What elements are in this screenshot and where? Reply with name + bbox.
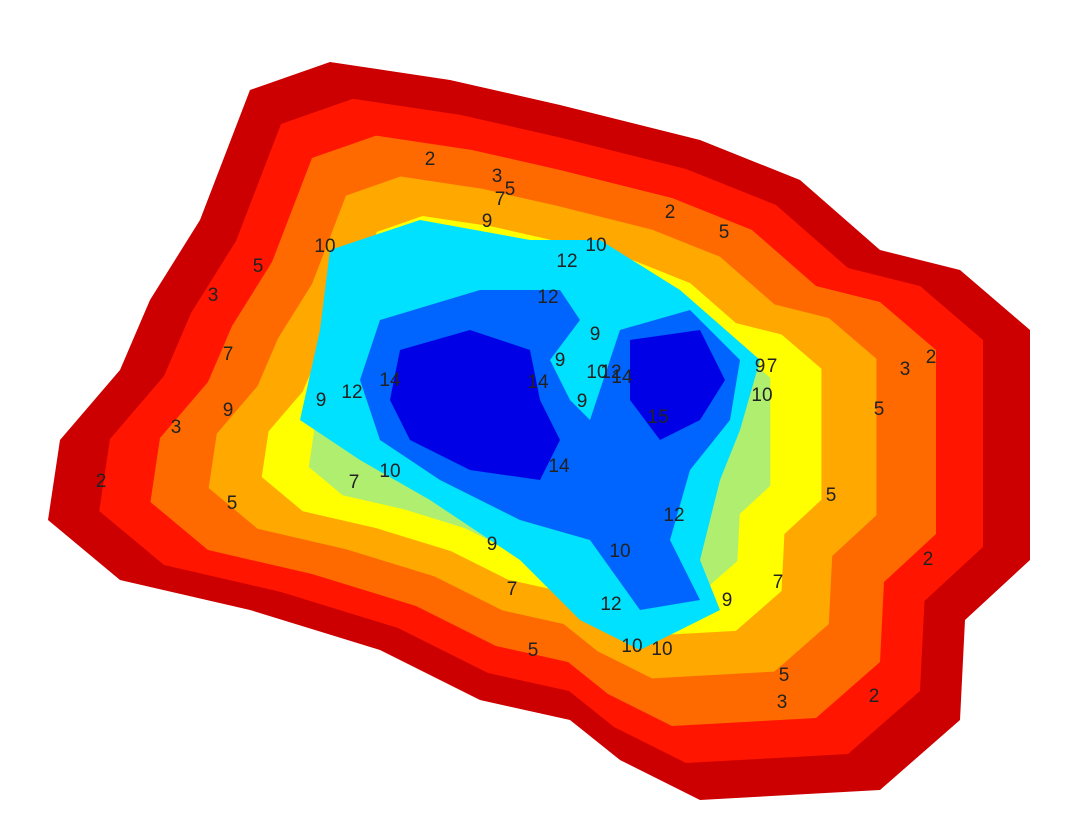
contour-label: 5 [505,179,516,200]
contour-label: 15 [647,407,668,428]
contour-label: 14 [611,367,633,388]
contour-label: 5 [227,493,238,514]
contour-label: 10 [621,636,642,657]
contour-label: 2 [869,686,880,707]
contour-label: 14 [548,456,570,477]
contour-label: 5 [779,665,790,686]
contour-label: 12 [556,251,577,272]
contour-label: 3 [492,166,503,187]
contour-label: 2 [926,347,937,368]
contour-label: 10 [379,461,400,482]
contour-band [390,330,560,480]
contour-label: 7 [223,344,234,365]
contour-label: 2 [923,549,934,570]
contour-label: 3 [171,417,182,438]
contour-label: 10 [751,385,772,406]
contour-label: 5 [874,399,885,420]
contour-label: 5 [528,640,539,661]
contour-label: 9 [223,400,234,421]
contour-label: 10 [585,235,606,256]
contour-label: 10 [609,541,630,562]
contour-label: 7 [773,572,784,593]
contour-label: 9 [590,324,601,345]
contour-label: 2 [96,471,107,492]
contour-label: 3 [900,359,911,380]
contour-label: 5 [719,222,730,243]
contour-label: 12 [537,287,558,308]
contour-label: 9 [755,356,766,377]
contour-label: 9 [722,590,733,611]
contour-label: 7 [495,189,506,210]
contour-label: 12 [341,382,362,403]
contour-label: 9 [482,211,493,232]
contour-label: 3 [777,692,788,713]
contour-label: 5 [253,256,264,277]
contour-label: 12 [600,362,621,383]
contour-label: 10 [651,639,672,660]
contour-label: 9 [577,391,588,412]
contour-label: 7 [767,356,778,377]
contour-label: 3 [208,285,219,306]
contour-label: 10 [586,362,607,383]
contour-label: 12 [663,505,684,526]
contour-label: 7 [507,579,518,600]
contour-label: 9 [555,350,566,371]
contour-label: 14 [379,370,401,391]
contour-label: 2 [425,149,436,170]
contour-label: 10 [314,236,335,257]
contour-label: 9 [487,534,498,555]
contour-band [630,330,725,440]
contour-label: 7 [349,472,360,493]
contour-label: 2 [665,202,676,223]
contour-label: 12 [600,594,621,615]
contour-label: 9 [316,390,327,411]
contour-label: 5 [826,485,837,506]
contour-label: 14 [527,372,549,393]
